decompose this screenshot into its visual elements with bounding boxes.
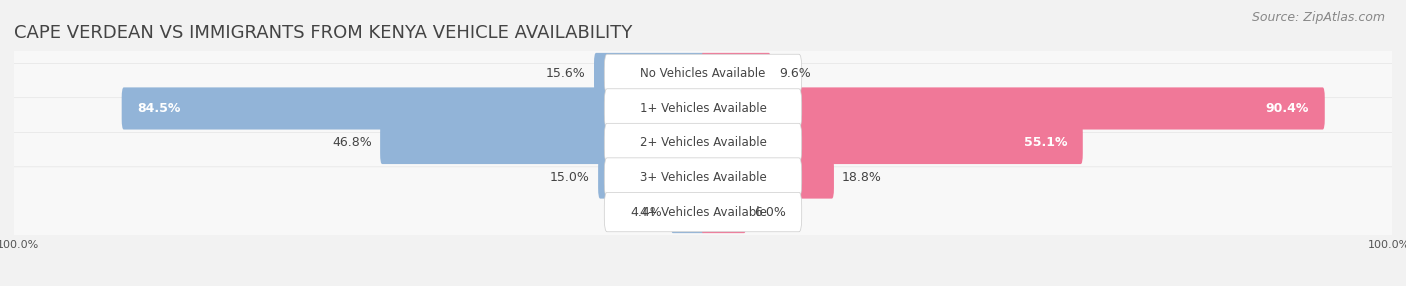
Text: 3+ Vehicles Available: 3+ Vehicles Available [640,171,766,184]
FancyBboxPatch shape [8,63,1398,154]
FancyBboxPatch shape [671,191,704,233]
Text: Source: ZipAtlas.com: Source: ZipAtlas.com [1251,11,1385,24]
Text: 4+ Vehicles Available: 4+ Vehicles Available [640,206,766,219]
FancyBboxPatch shape [8,167,1398,257]
Text: 4.4%: 4.4% [631,206,662,219]
Text: 15.6%: 15.6% [546,67,586,80]
Text: 84.5%: 84.5% [138,102,181,115]
FancyBboxPatch shape [598,156,704,198]
Text: 55.1%: 55.1% [1024,136,1067,150]
Text: 9.6%: 9.6% [779,67,811,80]
FancyBboxPatch shape [702,122,1083,164]
Text: 15.0%: 15.0% [550,171,591,184]
Text: 18.8%: 18.8% [842,171,882,184]
FancyBboxPatch shape [702,191,747,233]
FancyBboxPatch shape [8,29,1398,119]
FancyBboxPatch shape [380,122,704,164]
Text: 90.4%: 90.4% [1265,102,1309,115]
FancyBboxPatch shape [605,54,801,94]
FancyBboxPatch shape [605,192,801,232]
FancyBboxPatch shape [605,158,801,197]
FancyBboxPatch shape [605,89,801,128]
FancyBboxPatch shape [702,88,1324,130]
FancyBboxPatch shape [593,53,704,95]
FancyBboxPatch shape [8,132,1398,223]
FancyBboxPatch shape [122,88,704,130]
FancyBboxPatch shape [702,156,834,198]
FancyBboxPatch shape [8,98,1398,188]
Text: 46.8%: 46.8% [332,136,373,150]
Text: 2+ Vehicles Available: 2+ Vehicles Available [640,136,766,150]
FancyBboxPatch shape [605,123,801,163]
Text: 1+ Vehicles Available: 1+ Vehicles Available [640,102,766,115]
FancyBboxPatch shape [702,53,770,95]
Text: CAPE VERDEAN VS IMMIGRANTS FROM KENYA VEHICLE AVAILABILITY: CAPE VERDEAN VS IMMIGRANTS FROM KENYA VE… [14,23,633,41]
Text: 6.0%: 6.0% [755,206,786,219]
Text: No Vehicles Available: No Vehicles Available [640,67,766,80]
